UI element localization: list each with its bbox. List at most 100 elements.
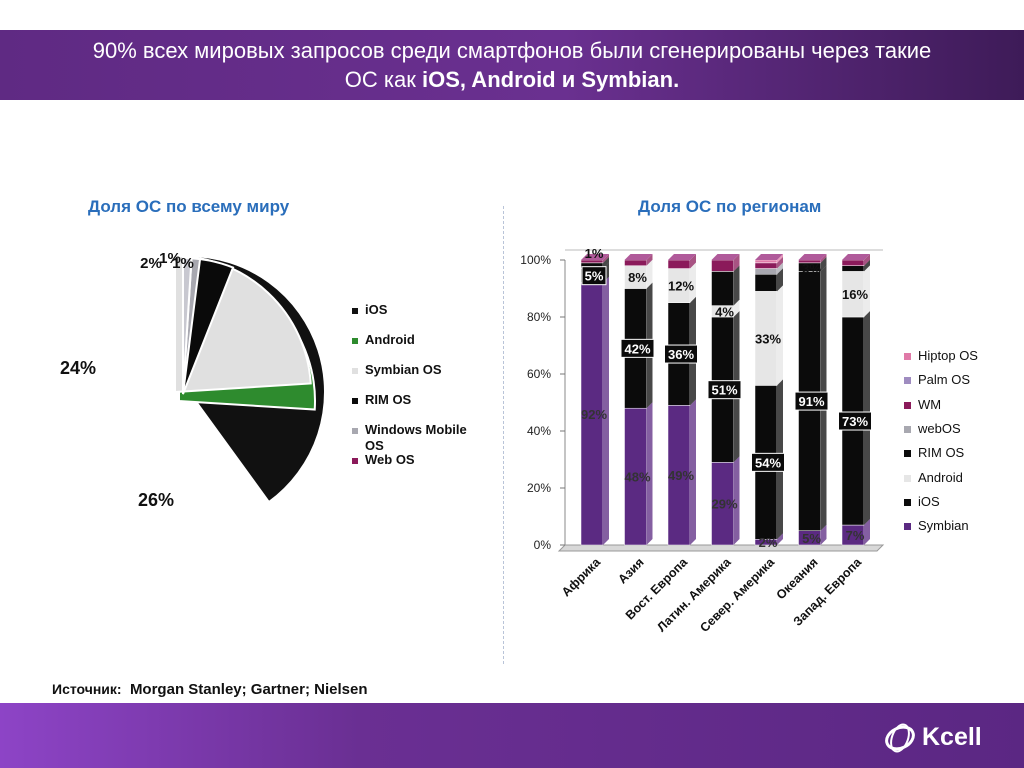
bar-segment-side: [733, 254, 740, 272]
legend-label: iOS: [918, 493, 940, 509]
bar-segment-side: [777, 256, 783, 269]
y-tick-label: 20%: [527, 481, 551, 495]
bar-data-label: 49%: [668, 468, 694, 483]
bar-segment-side: [777, 285, 783, 386]
bar-data-label: 42%: [624, 341, 650, 356]
bar-segment-side: [820, 256, 827, 272]
bar-data-label: 36%: [668, 347, 694, 362]
bar-segment-side: [864, 254, 870, 266]
bar-data-label: 5%: [585, 269, 604, 284]
legend-swatch: [352, 458, 358, 464]
legend-label: Symbian OS: [365, 362, 442, 377]
y-tick-label: 40%: [527, 424, 551, 438]
kcell-logo: Kcell: [882, 721, 992, 755]
bar-segment-side: [646, 402, 653, 545]
bar-data-label: 5%: [802, 531, 821, 546]
bar-top-cap: [842, 254, 870, 260]
bar-segment-side: [690, 254, 696, 269]
bar-segment-side: [603, 276, 609, 545]
bar-data-label: 16%: [842, 287, 868, 302]
bar-top-cap: [624, 254, 653, 260]
bar-segment-side: [864, 519, 870, 545]
bar-segment-side: [864, 259, 870, 272]
bar-segment-hiptop-os: [754, 259, 778, 264]
bar-data-label: 73%: [842, 414, 868, 429]
header-banner: 90% всех мировых запросов среди смартфон…: [0, 30, 1024, 100]
legend-swatch: [904, 450, 911, 458]
x-category-label: Африка: [559, 554, 604, 599]
bar-segment-side: [777, 268, 783, 292]
bar-segment-rim-os: [841, 265, 865, 272]
bar-segment-side: [603, 256, 609, 269]
title-line-1: 90% всех мировых запросов среди смартфон…: [92, 38, 932, 63]
bar-top-cap: [755, 254, 783, 260]
legend-swatch: [904, 425, 911, 433]
bar-segment-wm: [667, 259, 691, 269]
bar-segment-wm: [841, 259, 865, 266]
bar-data-label: 33%: [755, 331, 781, 346]
kcell-logo-icon: [885, 723, 915, 753]
legend-swatch: [352, 398, 358, 404]
legend-label: Hiptop OS: [918, 348, 978, 363]
bar-label-box: [581, 266, 607, 286]
bar-data-label: 1%: [585, 246, 604, 261]
legend-label: Windows Mobile OS: [365, 422, 467, 453]
bar-segment-wm: [754, 262, 778, 269]
bar-chart-title: Доля ОС по регионам: [638, 197, 822, 216]
bar-segment-side: [864, 265, 870, 317]
bar-data-label: 12%: [668, 279, 694, 294]
source-label: Источник:: [52, 681, 122, 697]
bar-data-label: 3%: [802, 261, 821, 276]
bar-data-label: 54%: [755, 455, 781, 470]
pie-chart-title: Доля ОС по всему миру: [88, 197, 290, 216]
bar-segment-side: [820, 254, 827, 263]
bar-data-label: 7%: [846, 528, 865, 543]
legend-label: Palm OS: [918, 372, 971, 388]
chart-divider: [503, 206, 504, 664]
y-tick-label: 100%: [520, 253, 551, 267]
bar-top-cap: [668, 254, 696, 260]
bar-segment-wm: [624, 259, 647, 266]
kcell-logo-text: Kcell: [922, 723, 982, 751]
x-category-label: Север. Америка: [697, 554, 777, 634]
y-tick-label: 60%: [527, 367, 551, 381]
bar-segment-side: [690, 262, 696, 303]
bar-data-label: 51%: [711, 383, 737, 398]
pie-slice-other: [182, 256, 193, 395]
x-category-label: Азия: [615, 555, 646, 586]
legend-swatch: [352, 338, 358, 344]
bar-segment-side: [820, 524, 827, 545]
y-tick-label: 0%: [534, 538, 552, 552]
bar-data-label: 8%: [628, 270, 647, 285]
legend-label: Web OS: [365, 452, 415, 467]
pie-label-symbian-os: 24%: [60, 358, 96, 378]
legend-label: iOS: [365, 302, 388, 317]
bar-top-cap: [798, 254, 827, 260]
bar-data-label: 48%: [624, 470, 650, 485]
bar-label-box: [664, 344, 698, 364]
legend-swatch: [352, 368, 358, 374]
bar-segment-side: [733, 299, 740, 317]
bar-segment-side: [777, 254, 783, 263]
legend-swatch: [904, 401, 911, 409]
bar-segment-side: [733, 265, 740, 306]
bar-segment-rim-os: [711, 271, 734, 306]
legend-swatch: [904, 377, 911, 385]
bar-top-cap: [711, 254, 740, 260]
bar-top-cap: [581, 254, 609, 260]
legend-label: Android: [918, 469, 963, 485]
x-axis-floor: [557, 544, 885, 552]
bar-segment-side: [646, 259, 653, 289]
legend-label: Symbian: [918, 518, 969, 534]
legend-label: webOS: [918, 420, 961, 436]
legend-swatch: [904, 353, 911, 360]
bar-segment-side: [603, 254, 609, 263]
pie-label-other: 1%: [172, 255, 194, 272]
bar-label-box: [707, 380, 742, 400]
legend-swatch: [904, 523, 911, 531]
source-note: Источник: Morgan Stanley; Gartner; Niels…: [52, 681, 368, 698]
legend-swatch: [904, 498, 911, 506]
pie-label-windows-mobile-os: 2%: [140, 255, 162, 272]
bar-segment-webos: [754, 268, 778, 275]
